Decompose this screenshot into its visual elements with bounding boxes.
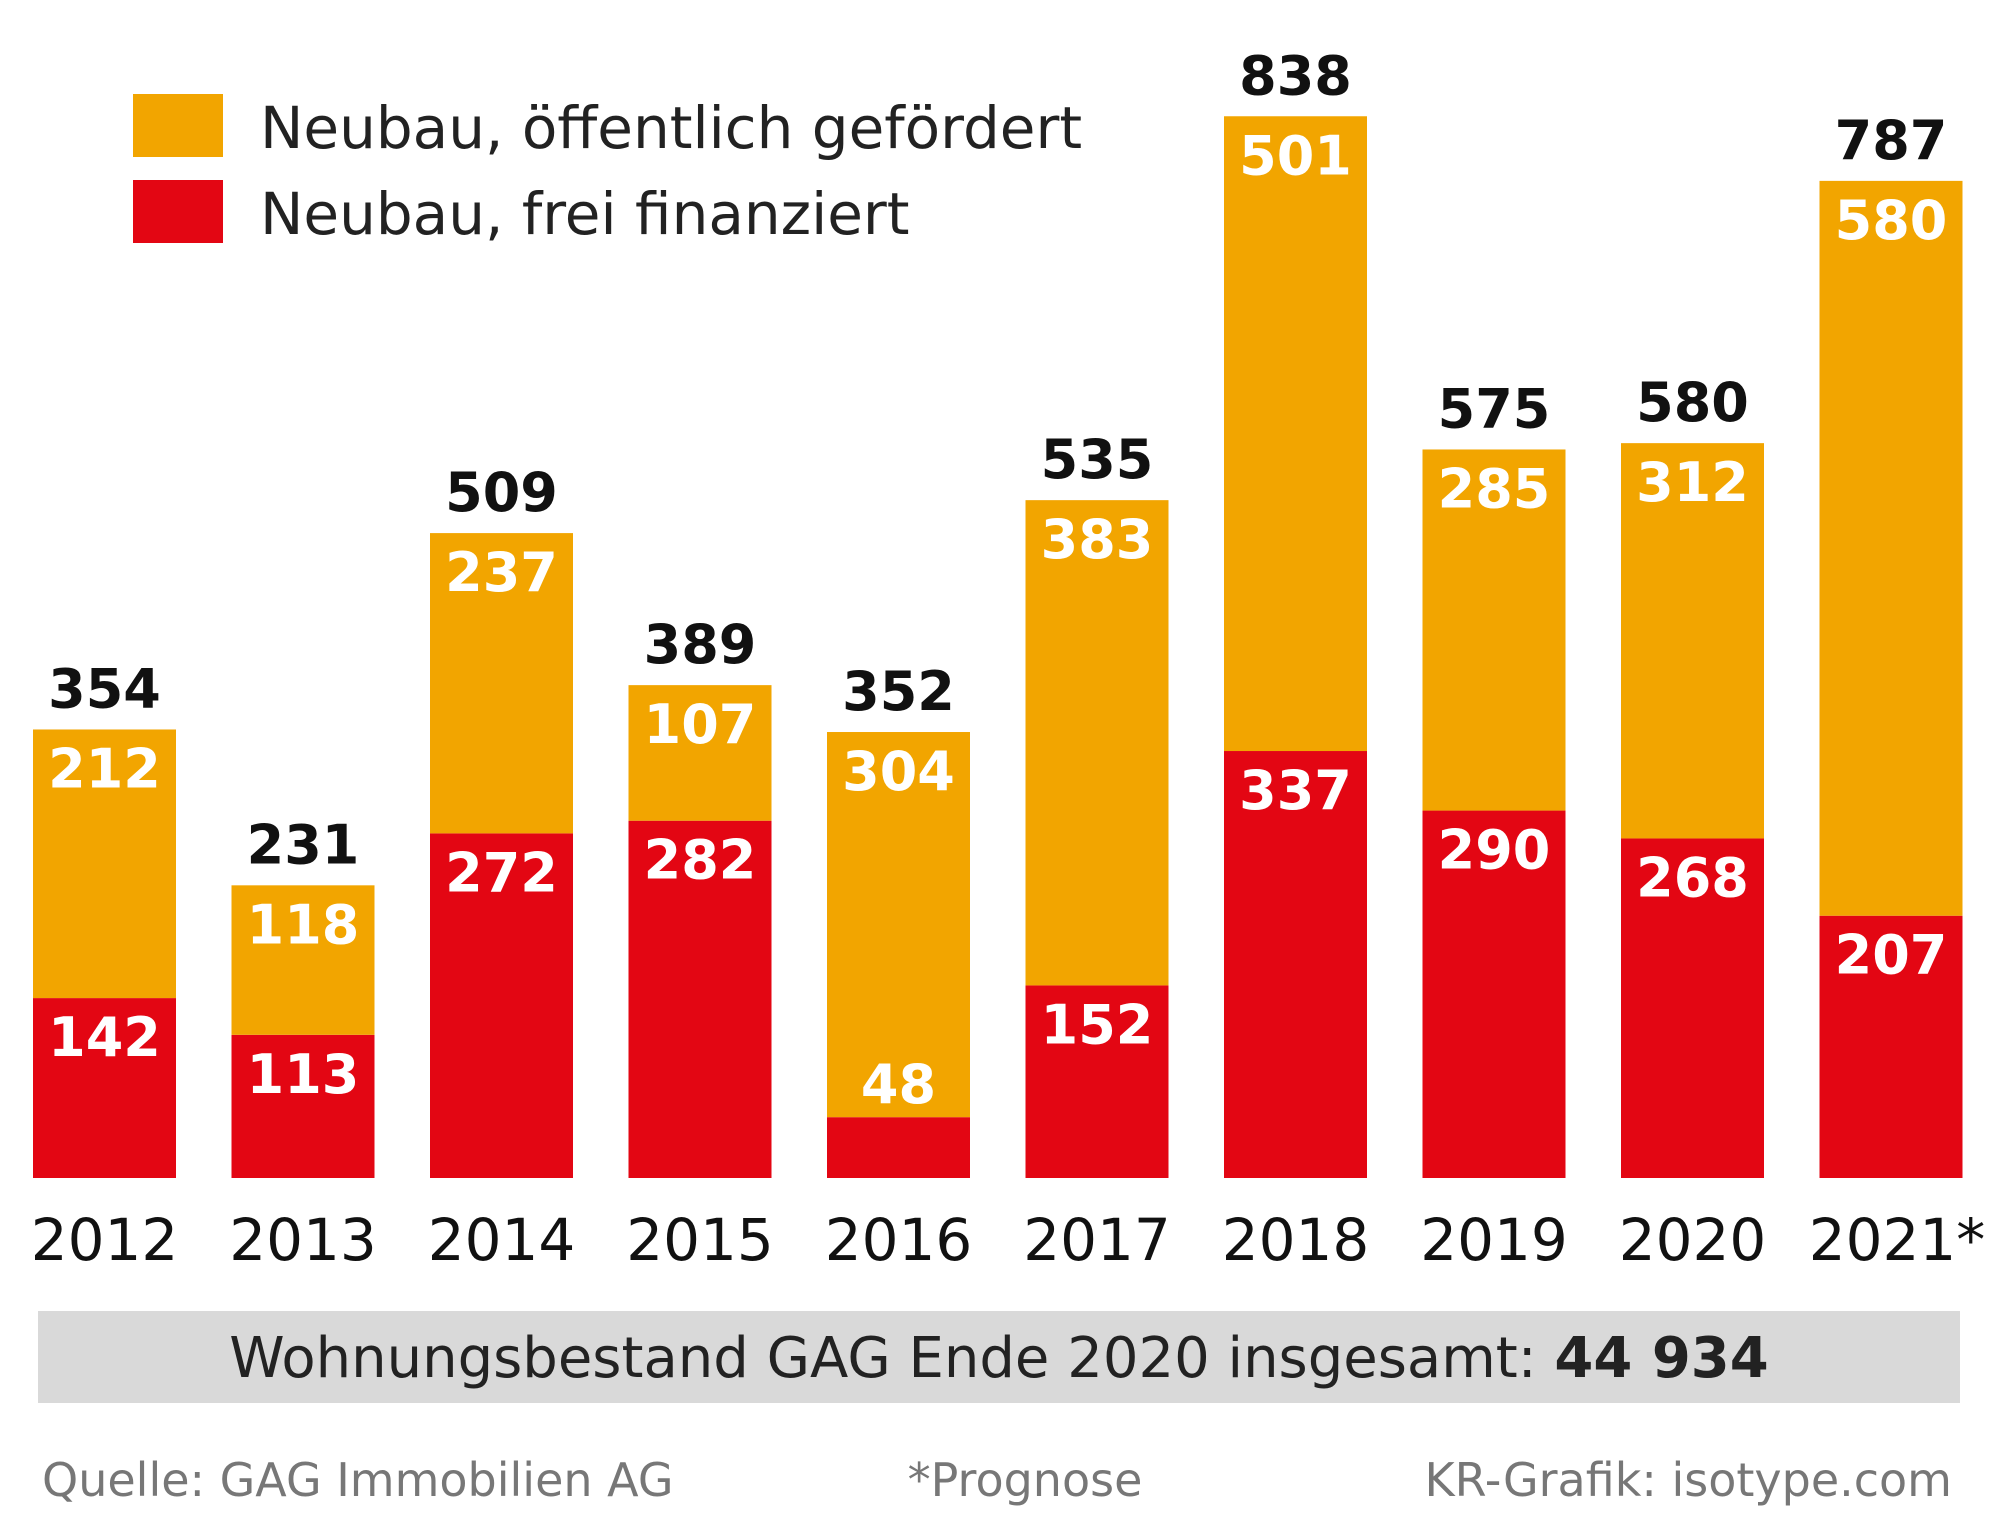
data-label-gefoerdert: 107 <box>644 693 757 756</box>
bar-segment-frei <box>827 1117 970 1178</box>
data-label-total: 389 <box>644 613 757 676</box>
bar-segment-frei <box>1224 751 1367 1178</box>
bar-segment-gefoerdert <box>1224 116 1367 752</box>
data-label-frei: 268 <box>1636 846 1749 909</box>
bar-segment-frei <box>1422 810 1566 1178</box>
summary-background <box>38 1311 1960 1403</box>
x-tick-label: 2014 <box>428 1206 576 1274</box>
bars: 212 142 354 2012 118 113 231 2013 237 272 509 2014 1… <box>31 44 1986 1274</box>
bar-segment-frei <box>1621 838 1764 1178</box>
data-label-total: 352 <box>842 660 955 723</box>
x-tick-label: 2012 <box>31 1206 179 1274</box>
bar-segment-gefoerdert <box>33 729 176 999</box>
summary-label: Wohnungsbestand GAG Ende 2020 insgesamt: <box>229 1326 1554 1391</box>
data-label-frei: 290 <box>1438 819 1551 882</box>
data-label-frei: 282 <box>644 829 757 892</box>
data-label-total: 580 <box>1636 371 1749 434</box>
data-label-gefoerdert: 312 <box>1636 451 1749 514</box>
x-tick-label: 2019 <box>1420 1206 1568 1274</box>
x-tick-label: 2021* <box>1809 1206 1986 1274</box>
bar-segment-gefoerdert <box>1422 449 1566 811</box>
bar-segment-frei <box>1025 985 1169 1178</box>
data-label-frei: 113 <box>247 1043 360 1106</box>
data-label-total: 575 <box>1438 377 1551 440</box>
x-tick-label: 2020 <box>1619 1206 1767 1274</box>
data-label-total: 354 <box>48 657 161 720</box>
data-label-frei: 337 <box>1239 759 1352 822</box>
bar-segment-frei <box>1819 915 1963 1178</box>
data-label-total: 535 <box>1041 428 1154 491</box>
data-label-total: 509 <box>445 461 558 524</box>
bar-segment-gefoerdert <box>827 732 970 1118</box>
data-label-frei: 152 <box>1041 993 1154 1056</box>
data-label-total: 231 <box>247 813 360 876</box>
data-label-frei: 207 <box>1835 924 1948 987</box>
x-tick-label: 2017 <box>1023 1206 1171 1274</box>
data-label-gefoerdert: 237 <box>445 541 558 604</box>
legend-label-gefoerdert: Neubau, öffentlich gefördert <box>260 94 1082 162</box>
bar-segment-frei <box>628 820 772 1178</box>
legend-swatch-gefoerdert <box>133 94 223 157</box>
bar-segment-gefoerdert <box>1621 443 1764 839</box>
footer-source: Quelle: GAG Immobilien AG <box>42 1453 673 1507</box>
summary-band: Wohnungsbestand GAG Ende 2020 insgesamt:… <box>38 1311 1960 1403</box>
x-tick-label: 2016 <box>825 1206 973 1274</box>
data-label-gefoerdert: 212 <box>48 737 161 800</box>
data-label-frei: 142 <box>48 1006 161 1069</box>
data-label-gefoerdert: 501 <box>1239 124 1352 187</box>
footer-credit: KR-Grafik: isotype.com <box>1424 1453 1952 1507</box>
bar-segment-gefoerdert <box>1819 180 1963 916</box>
bar-segment-gefoerdert <box>430 533 573 834</box>
legend: Neubau, öffentlich gefördert Neubau, fre… <box>133 94 1082 248</box>
summary-text: Wohnungsbestand GAG Ende 2020 insgesamt:… <box>229 1326 1768 1391</box>
bar-segment-frei <box>33 998 176 1178</box>
x-tick-label: 2015 <box>626 1206 774 1274</box>
x-tick-label: 2018 <box>1222 1206 1370 1274</box>
x-tick-label: 2013 <box>229 1206 377 1274</box>
data-label-frei: 272 <box>445 841 558 904</box>
bar-segment-gefoerdert <box>1025 500 1169 986</box>
bar-segment-frei <box>231 1034 375 1178</box>
bar-segment-gefoerdert <box>231 885 375 1035</box>
data-label-gefoerdert: 383 <box>1041 508 1154 571</box>
bar-segment-gefoerdert <box>628 685 772 821</box>
legend-swatch-frei <box>133 180 223 243</box>
legend-label-frei: Neubau, frei finanziert <box>260 180 909 248</box>
data-label-gefoerdert: 118 <box>247 893 360 956</box>
data-label-gefoerdert: 285 <box>1438 457 1551 520</box>
data-label-total: 787 <box>1835 109 1948 172</box>
data-label-gefoerdert: 304 <box>842 740 955 803</box>
data-label-frei: 48 <box>861 1053 936 1116</box>
data-label-gefoerdert: 580 <box>1835 189 1948 252</box>
data-label-total: 838 <box>1239 44 1352 107</box>
footer-note: *Prognose <box>908 1453 1143 1507</box>
bar-segment-frei <box>430 833 573 1178</box>
summary-value: 44 934 <box>1554 1326 1768 1391</box>
